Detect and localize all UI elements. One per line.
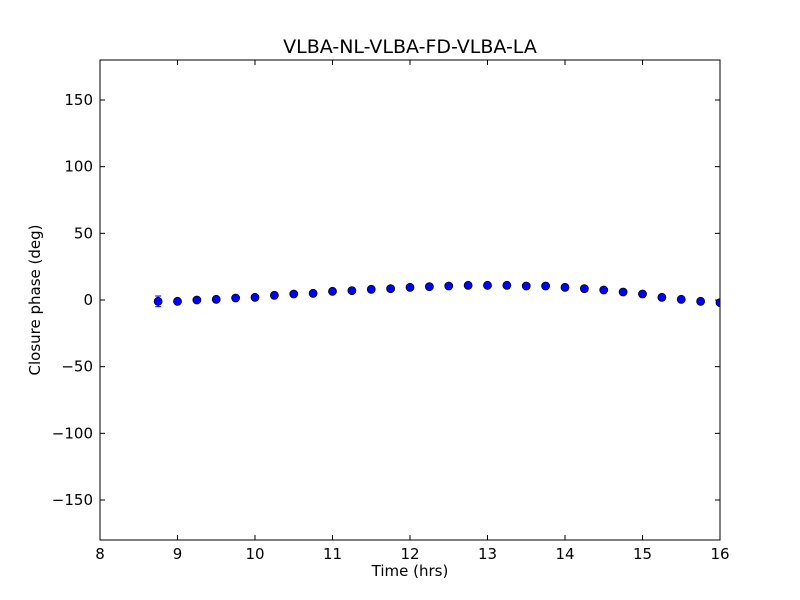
y-axis-ticks: −150 −100 −50 0 50 100 150	[52, 91, 720, 509]
plot-area	[100, 60, 720, 540]
data-point	[715, 298, 720, 308]
x-axis-label: Time (hrs)	[371, 562, 449, 580]
data-point	[153, 296, 163, 306]
x-tick-label: 11	[323, 545, 342, 563]
data-point	[579, 284, 589, 294]
y-tick-label: 150	[64, 91, 93, 109]
data-point	[618, 287, 628, 297]
x-tick-label: 15	[633, 545, 652, 563]
data-point	[560, 282, 570, 292]
data-point	[250, 292, 260, 302]
data-point	[676, 294, 686, 304]
chart-title: VLBA-NL-VLBA-FD-VLBA-LA	[283, 36, 537, 58]
data-point	[638, 289, 647, 299]
data-points	[153, 280, 720, 308]
data-point	[657, 292, 667, 302]
data-point	[347, 286, 357, 296]
x-axis-ticks: 8 9 10 11 12 13 14 15 16	[95, 60, 730, 563]
x-tick-label: 13	[478, 545, 497, 563]
data-point	[463, 280, 473, 290]
y-tick-label: 100	[64, 158, 93, 176]
x-tick-label: 12	[400, 545, 419, 563]
data-point	[308, 288, 318, 298]
y-tick-label: 50	[74, 224, 93, 242]
y-tick-label: −150	[52, 491, 93, 509]
data-point	[405, 282, 415, 292]
data-point	[696, 296, 706, 306]
data-point	[328, 286, 337, 296]
data-point	[424, 282, 434, 292]
data-point	[483, 280, 492, 290]
data-point	[211, 294, 221, 304]
data-point	[502, 280, 512, 290]
data-point	[444, 281, 454, 291]
y-axis-label: Closure phase (deg)	[26, 225, 44, 376]
y-tick-label: −100	[52, 424, 93, 442]
data-point	[366, 284, 376, 294]
y-tick-label: −50	[61, 358, 93, 376]
data-point	[521, 281, 531, 291]
x-tick-label: 10	[245, 545, 264, 563]
data-point	[231, 293, 241, 303]
plot-frame	[99, 59, 721, 541]
y-tick-label: 0	[83, 291, 93, 309]
x-tick-label: 8	[95, 545, 105, 563]
data-point	[541, 281, 551, 291]
data-point	[289, 289, 299, 299]
x-tick-label: 14	[555, 545, 574, 563]
data-point	[173, 296, 182, 306]
x-tick-label: 9	[173, 545, 183, 563]
data-point	[599, 285, 609, 295]
x-tick-label: 16	[710, 545, 729, 563]
data-point	[192, 295, 202, 305]
data-point	[269, 290, 279, 300]
data-point	[386, 284, 396, 294]
